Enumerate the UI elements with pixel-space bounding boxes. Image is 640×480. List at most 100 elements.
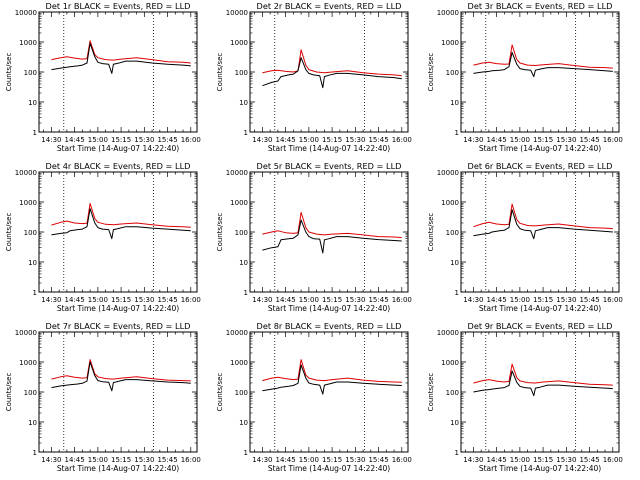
- x-tick-label: 15:45: [368, 296, 388, 304]
- x-tick-label: 16:00: [392, 456, 412, 464]
- detector-panel-1: Det 1r BLACK = Events, RED = LLD 1 10 100 10…: [5, 1, 201, 153]
- y-tick-label: 10000: [437, 9, 459, 17]
- y-tick-label: 1: [244, 289, 248, 297]
- y-axis-label: Counts/sec: [5, 53, 13, 92]
- x-tick-label: 15:45: [157, 136, 177, 144]
- x-tick-label: 16:00: [181, 296, 201, 304]
- y-tick-label: 1000: [441, 39, 459, 47]
- x-tick-label: 16:00: [181, 456, 201, 464]
- x-tick-label: 15:00: [299, 296, 319, 304]
- y-tick-label: 100: [24, 229, 37, 237]
- y-tick-label: 10: [28, 99, 37, 107]
- detector-panel-7: Det 7r BLACK = Events, RED = LLD 1 10 100 10…: [5, 321, 201, 473]
- x-tick-label: 14:30: [41, 456, 61, 464]
- lld-series-line: [262, 49, 402, 77]
- events-series-line: [473, 370, 613, 397]
- x-tick-label: 15:30: [556, 296, 576, 304]
- y-tick-label: 10: [450, 419, 459, 427]
- x-axis-label: Start Time (14-Aug-07 14:22:40): [268, 464, 390, 473]
- detector-panel-8: Det 8r BLACK = Events, RED = LLD 1 10 100 10…: [216, 321, 412, 473]
- x-tick-label: 15:15: [533, 456, 553, 464]
- x-axis-label: Start Time (14-Aug-07 14:22:40): [57, 144, 179, 153]
- y-tick-label: 1: [33, 289, 37, 297]
- plot-frame: [38, 171, 198, 293]
- x-tick-label: 15:00: [510, 296, 530, 304]
- x-tick-label: 16:00: [181, 136, 201, 144]
- x-tick-label: 15:45: [157, 456, 177, 464]
- lld-series-line: [262, 211, 402, 239]
- x-tick-label: 14:30: [41, 136, 61, 144]
- y-tick-label: 10: [239, 419, 248, 427]
- events-series-line: [262, 364, 402, 395]
- y-tick-label: 10000: [226, 9, 248, 17]
- detector-panel-6: Det 6r BLACK = Events, RED = LLD 1 10 100 10…: [427, 161, 623, 313]
- y-tick-label: 10: [28, 259, 37, 267]
- plot-frame: [249, 331, 409, 453]
- x-tick-label: 15:00: [299, 456, 319, 464]
- y-axis-label: Counts/sec: [216, 213, 224, 252]
- x-tick-label: 15:00: [88, 296, 108, 304]
- panel-title: Det 4r BLACK = Events, RED = LLD: [46, 161, 191, 171]
- x-tick-label: 14:45: [65, 136, 85, 144]
- x-tick-label: 15:45: [157, 296, 177, 304]
- x-tick-label: 15:30: [134, 296, 154, 304]
- y-axis-label: Counts/sec: [5, 373, 13, 412]
- x-tick-label: 14:45: [65, 456, 85, 464]
- x-tick-label: 14:30: [41, 296, 61, 304]
- x-tick-label: 14:30: [252, 456, 272, 464]
- events-series-line: [51, 42, 191, 74]
- y-tick-label: 10: [239, 259, 248, 267]
- x-tick-label: 14:45: [487, 456, 507, 464]
- lld-series-line: [262, 359, 402, 383]
- x-tick-label: 15:15: [111, 456, 131, 464]
- x-tick-label: 15:15: [322, 296, 342, 304]
- y-tick-label: 10: [239, 99, 248, 107]
- y-tick-label: 1000: [441, 199, 459, 207]
- y-tick-label: 100: [235, 229, 248, 237]
- x-tick-label: 15:30: [345, 136, 365, 144]
- x-tick-label: 15:15: [322, 136, 342, 144]
- y-axis-label: Counts/sec: [216, 53, 224, 92]
- x-tick-label: 15:30: [556, 136, 576, 144]
- y-tick-label: 1000: [19, 359, 37, 367]
- events-series-line: [51, 361, 191, 392]
- x-tick-label: 14:45: [276, 136, 296, 144]
- x-tick-label: 15:00: [88, 456, 108, 464]
- x-tick-label: 15:45: [368, 456, 388, 464]
- detector-panel-5: Det 5r BLACK = Events, RED = LLD 1 10 100 10…: [216, 161, 412, 313]
- y-tick-label: 10: [450, 99, 459, 107]
- x-tick-label: 16:00: [392, 296, 412, 304]
- x-tick-label: 14:30: [252, 296, 272, 304]
- y-tick-label: 1000: [19, 39, 37, 47]
- panel-title: Det 8r BLACK = Events, RED = LLD: [257, 321, 402, 331]
- y-tick-label: 100: [446, 229, 459, 237]
- y-tick-label: 10: [28, 419, 37, 427]
- y-tick-label: 10000: [15, 9, 37, 17]
- x-tick-label: 15:00: [88, 136, 108, 144]
- x-tick-label: 15:30: [345, 296, 365, 304]
- x-tick-label: 15:45: [579, 136, 599, 144]
- y-tick-label: 1: [244, 129, 248, 137]
- y-tick-label: 10000: [437, 169, 459, 177]
- lld-series-line: [51, 359, 191, 382]
- x-tick-label: 15:00: [299, 136, 319, 144]
- events-series-line: [473, 51, 613, 78]
- panel-title: Det 9r BLACK = Events, RED = LLD: [468, 321, 613, 331]
- x-tick-label: 15:15: [111, 296, 131, 304]
- y-tick-label: 100: [235, 69, 248, 77]
- plot-frame: [38, 11, 198, 133]
- x-tick-label: 15:45: [368, 136, 388, 144]
- x-tick-label: 16:00: [603, 136, 623, 144]
- x-tick-label: 15:30: [134, 456, 154, 464]
- y-tick-label: 10000: [226, 329, 248, 337]
- y-tick-label: 1: [33, 449, 37, 457]
- x-axis-label: Start Time (14-Aug-07 14:22:40): [268, 304, 390, 313]
- x-axis-label: Start Time (14-Aug-07 14:22:40): [479, 464, 601, 473]
- x-tick-label: 14:30: [463, 136, 483, 144]
- y-tick-label: 1: [455, 289, 459, 297]
- x-tick-label: 14:45: [487, 136, 507, 144]
- y-tick-label: 100: [235, 389, 248, 397]
- y-tick-label: 1000: [230, 39, 248, 47]
- y-tick-label: 10000: [437, 329, 459, 337]
- lld-series-line: [473, 203, 613, 230]
